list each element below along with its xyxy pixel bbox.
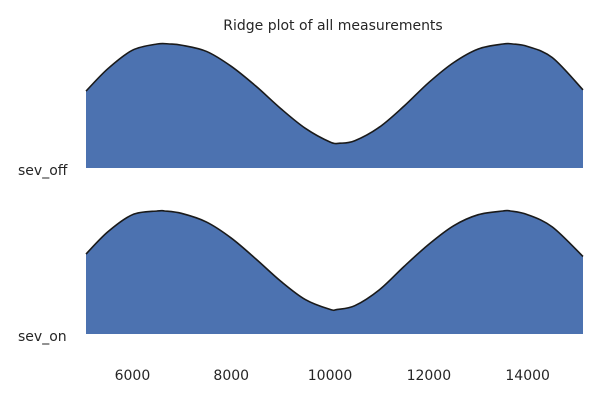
ridge-label: sev_on: [18, 329, 67, 345]
ridges: sev_off sev_on: [18, 42, 584, 345]
x-axis-ticks: 6000 8000 10000 12000 14000: [115, 368, 550, 384]
ridge-area: [86, 43, 583, 169]
x-tick-label: 6000: [115, 368, 151, 384]
ridge-outline: [85, 42, 584, 145]
x-tick-label: 8000: [213, 368, 249, 384]
ridge-area: [86, 210, 583, 334]
ridge-sev-off: sev_off: [18, 42, 584, 179]
x-tick-label: 10000: [308, 368, 353, 384]
ridge-sev-on: sev_on: [18, 209, 584, 345]
x-tick-label: 14000: [505, 368, 550, 384]
chart-title: Ridge plot of all measurements: [223, 18, 442, 34]
ridge-label: sev_off: [18, 163, 68, 179]
ridge-outline: [85, 209, 584, 312]
x-tick-label: 12000: [407, 368, 452, 384]
